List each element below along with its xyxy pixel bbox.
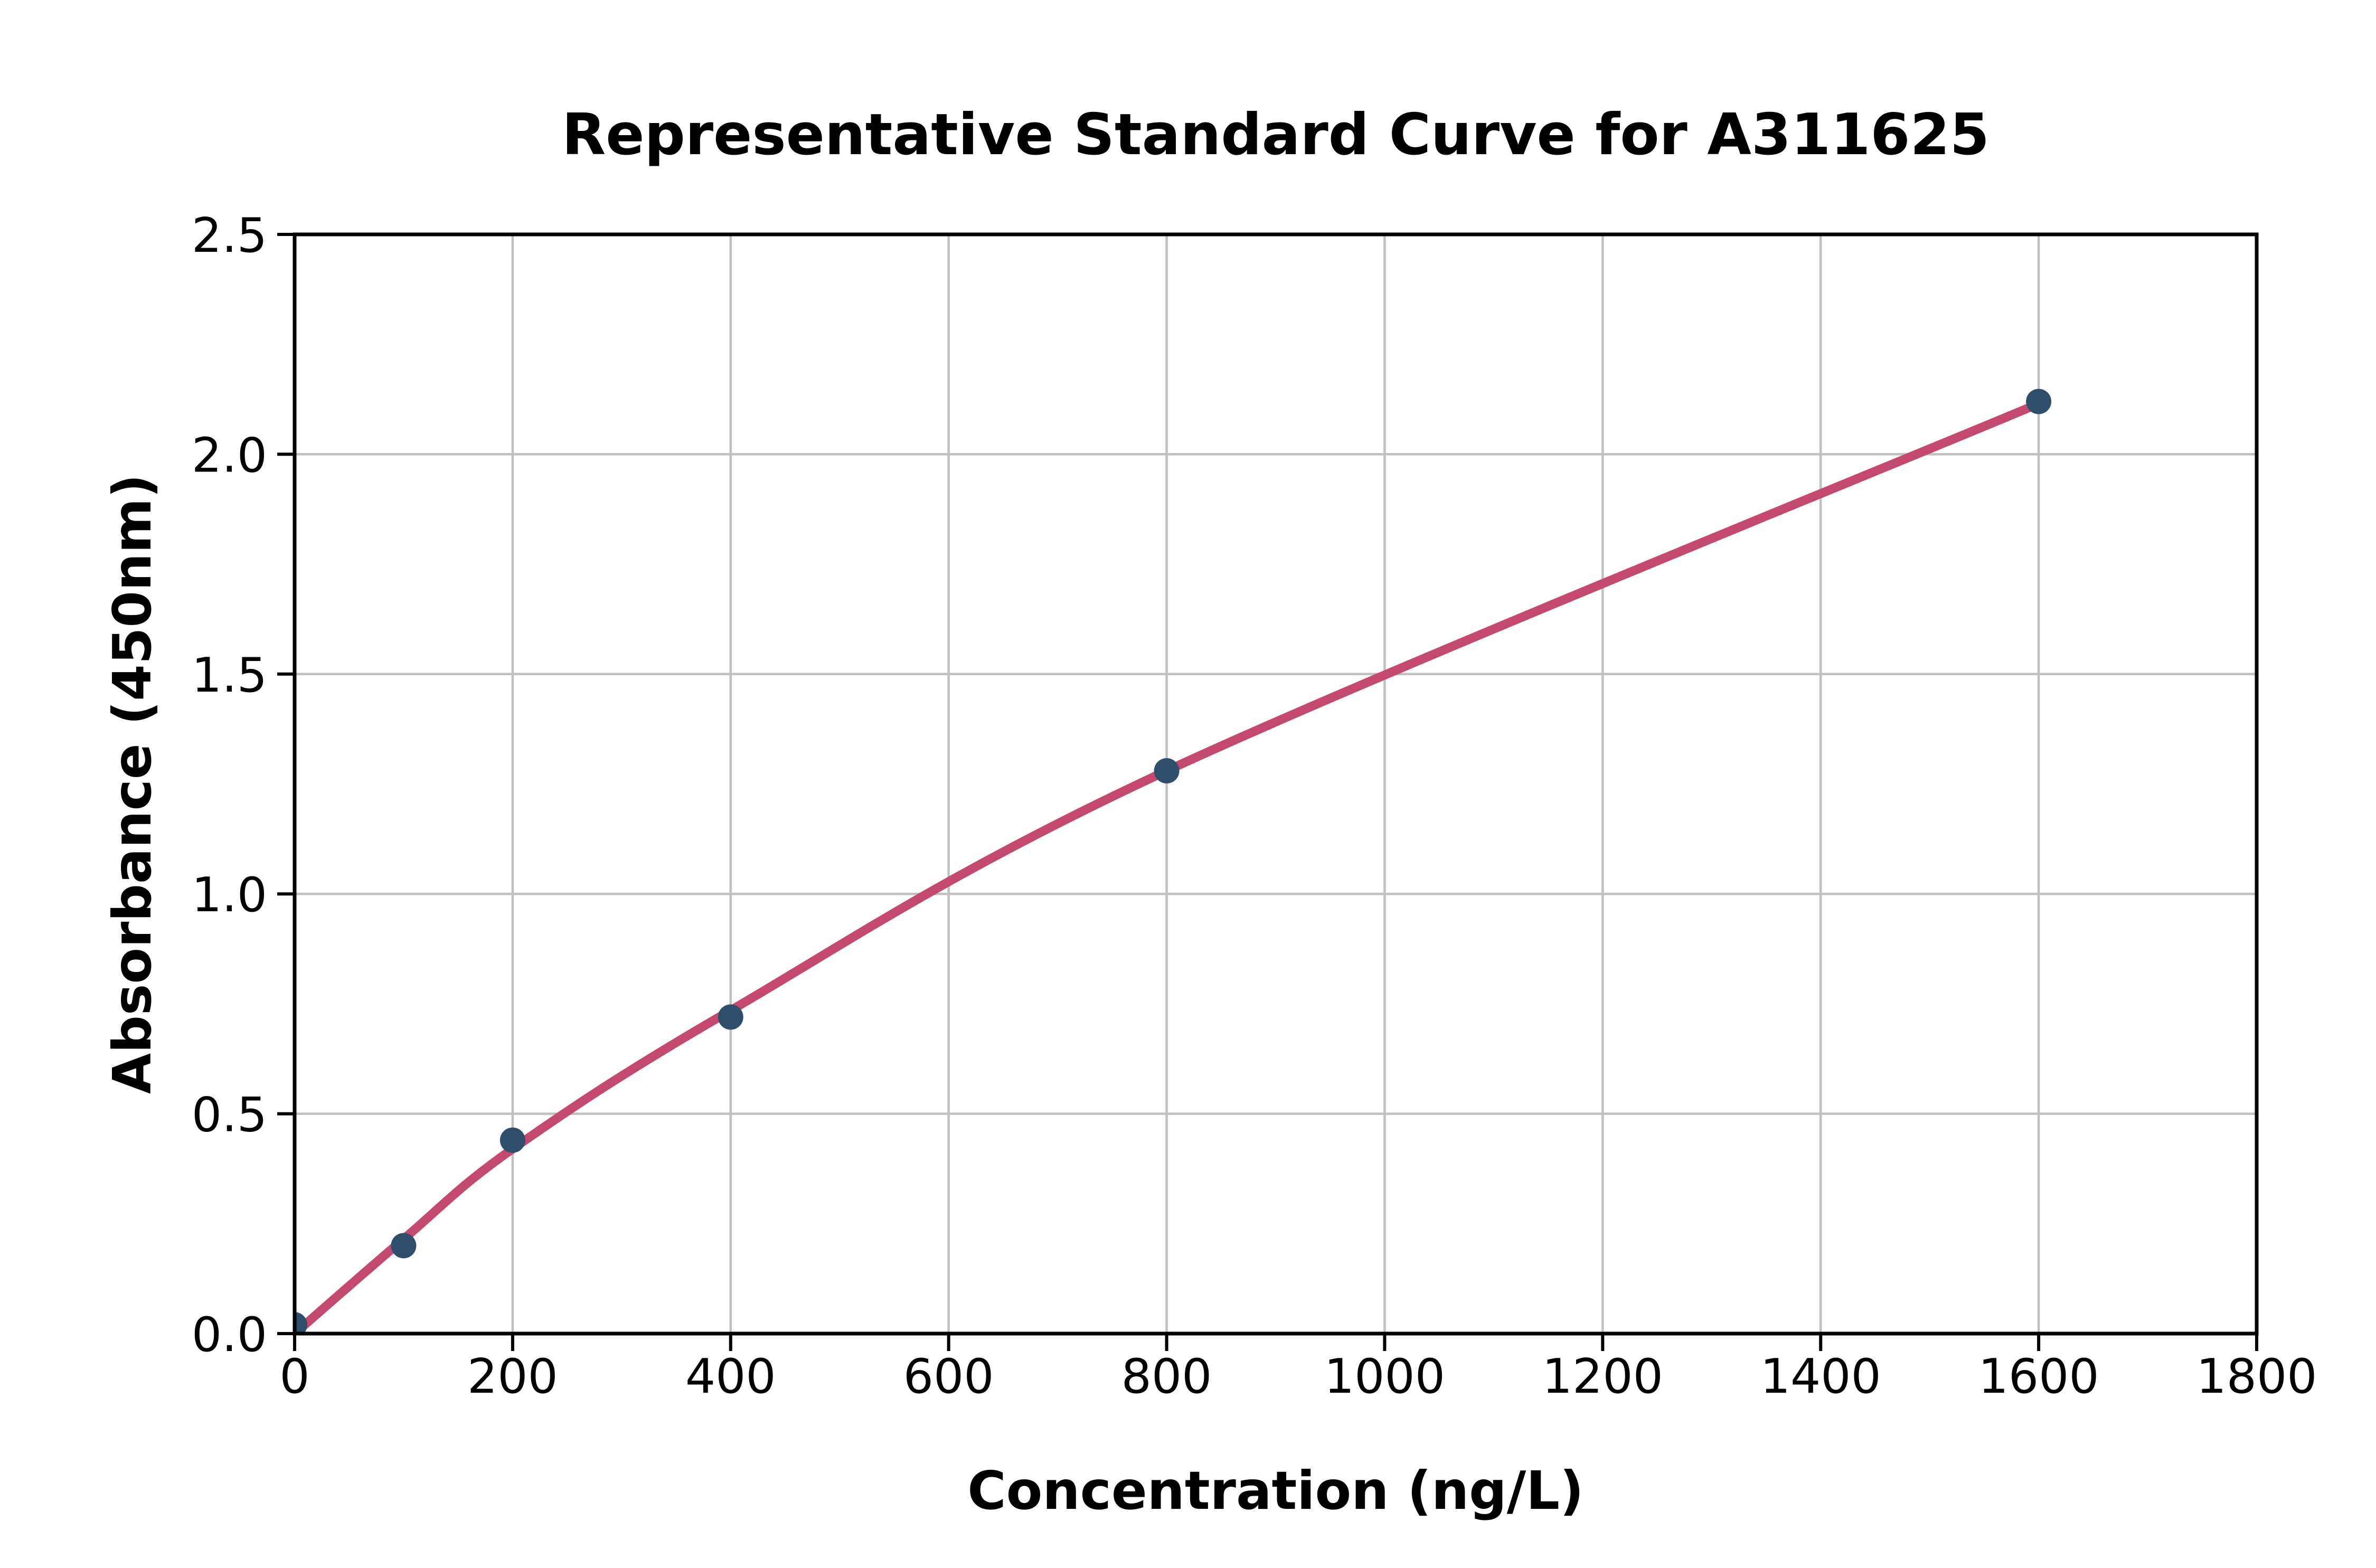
data-point: [1154, 758, 1180, 783]
data-point: [391, 1233, 417, 1259]
y-axis-title: Absorbance (450nm): [101, 474, 163, 1094]
x-tick-label: 1200: [1542, 1349, 1663, 1404]
x-tick-label: 400: [685, 1349, 776, 1404]
y-tick-label: 2.0: [192, 428, 267, 483]
y-tick-label: 0.5: [192, 1088, 267, 1143]
axis-tick-labels: 0 200 400 600 800 1000 1200 1400 1600 1800 0.0 0.5 1…: [192, 208, 2317, 1404]
x-tick-label: 1000: [1324, 1349, 1445, 1404]
x-tick-label: 800: [1121, 1349, 1212, 1404]
x-tick-label: 1600: [1978, 1349, 2099, 1404]
plot-frame: [293, 232, 2259, 1336]
gridlines: [295, 234, 2257, 1334]
y-tick-label: 1.0: [192, 867, 267, 923]
x-tick-label: 0: [279, 1349, 309, 1404]
y-tick-label: 1.5: [192, 648, 267, 703]
data-points: [295, 389, 2052, 1334]
y-tick-label: 0.0: [192, 1307, 267, 1363]
x-axis-title: Concentration (ng/L): [967, 1460, 1583, 1522]
data-point: [499, 1127, 525, 1153]
x-tick-label: 1800: [2196, 1349, 2317, 1404]
axis-ticks: [277, 233, 2258, 1351]
data-point: [718, 1004, 743, 1030]
x-tick-label: 600: [903, 1349, 994, 1404]
fit-curve: [295, 399, 2043, 1334]
chart-title: Representative Standard Curve for A31162…: [562, 102, 1990, 168]
data-point: [295, 1312, 307, 1334]
x-tick-label: 1400: [1760, 1349, 1881, 1404]
data-point: [2026, 389, 2052, 414]
y-tick-label: 2.5: [192, 208, 267, 263]
x-tick-label: 200: [467, 1349, 558, 1404]
plot-content: [295, 389, 2052, 1334]
